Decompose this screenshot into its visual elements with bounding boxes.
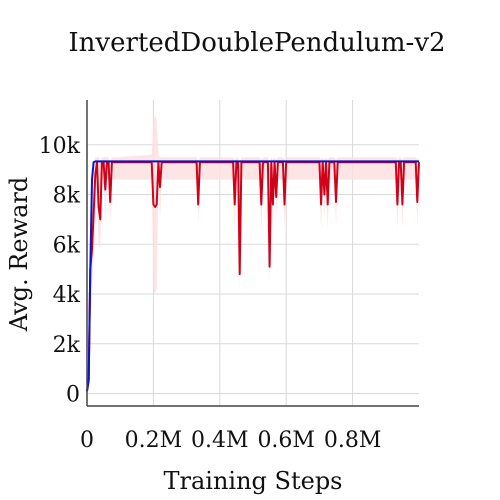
y-tick-label: 0 <box>66 383 80 408</box>
x-tick-label: 0.8M <box>324 428 382 453</box>
red-series-line <box>86 161 420 392</box>
y-tick-label: 10k <box>39 134 81 159</box>
x-tick-label: 0.4M <box>191 428 249 453</box>
chart-title: InvertedDoublePendulum-v2 <box>68 28 445 58</box>
y-tick-label: 2k <box>53 333 81 358</box>
y-tick-label: 4k <box>53 283 81 308</box>
series-band <box>87 114 419 394</box>
y-axis-label: Avg. Reward <box>5 177 33 333</box>
x-tick-label: 0.2M <box>125 428 183 453</box>
tick-labels: 0 0.2M 0.4M 0.6M 0.8M 0 2k 4k 6k 8k 10k <box>39 134 382 453</box>
x-tick-label: 0.6M <box>257 428 315 453</box>
series-lines <box>86 160 420 392</box>
confidence-bands <box>87 114 419 394</box>
y-tick-label: 6k <box>53 233 81 258</box>
y-tick-label: 8k <box>53 184 81 209</box>
axes <box>86 100 419 407</box>
blue-series-line <box>86 160 419 392</box>
x-axis-label: Training Steps <box>163 467 342 495</box>
x-tick-label: 0 <box>80 428 94 453</box>
grid-lines <box>86 100 419 406</box>
